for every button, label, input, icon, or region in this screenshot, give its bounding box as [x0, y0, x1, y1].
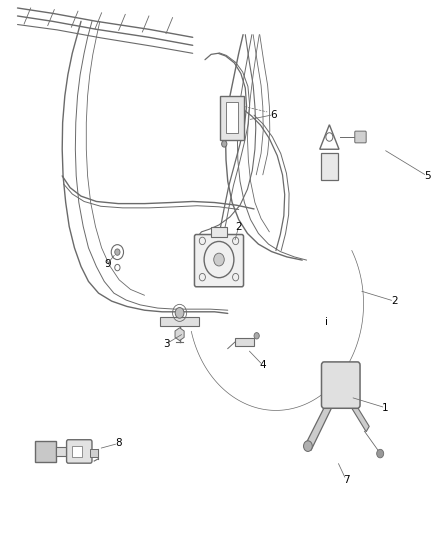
Bar [160, 317, 199, 326]
FancyBboxPatch shape [194, 235, 244, 287]
Text: 4: 4 [259, 360, 266, 370]
Text: 9: 9 [104, 259, 111, 269]
Circle shape [304, 441, 312, 451]
Bar [235, 338, 254, 346]
Text: 8: 8 [115, 439, 122, 448]
Bar [321, 153, 338, 180]
Bar [220, 96, 244, 140]
Text: 6: 6 [270, 110, 277, 119]
Circle shape [377, 449, 384, 458]
Bar [72, 446, 82, 457]
FancyBboxPatch shape [67, 440, 92, 463]
Bar [90, 449, 98, 457]
Circle shape [254, 333, 259, 339]
Circle shape [222, 141, 227, 147]
Polygon shape [352, 405, 369, 432]
FancyBboxPatch shape [321, 362, 360, 408]
Circle shape [214, 253, 224, 266]
Polygon shape [306, 405, 331, 450]
FancyBboxPatch shape [355, 131, 366, 143]
Circle shape [115, 249, 120, 255]
Text: 3: 3 [163, 339, 170, 349]
Circle shape [175, 308, 184, 318]
Bar [35, 441, 56, 462]
Bar [211, 227, 227, 237]
Text: 2: 2 [235, 222, 242, 231]
Text: 1: 1 [382, 403, 389, 413]
Bar [56, 447, 68, 456]
Text: 7: 7 [343, 475, 350, 484]
Bar [226, 102, 238, 133]
Text: 2: 2 [391, 296, 398, 306]
Text: 5: 5 [424, 171, 431, 181]
Text: i: i [325, 318, 328, 327]
